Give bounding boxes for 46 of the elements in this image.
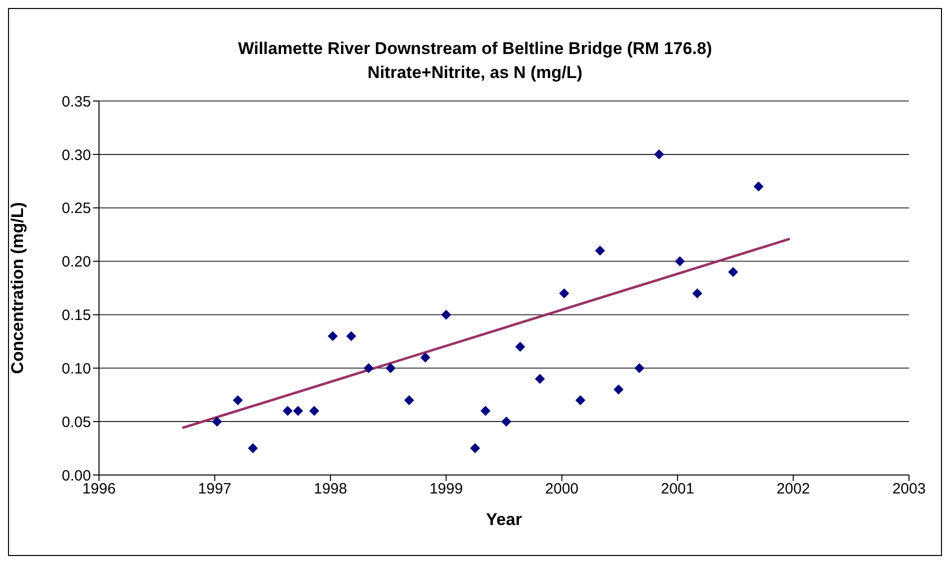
- y-tick-label: 0.10: [62, 360, 91, 378]
- y-tick-label: 0.25: [62, 200, 91, 218]
- point: [364, 363, 374, 374]
- point: [386, 363, 396, 374]
- y-tick-label: 0.05: [62, 414, 91, 431]
- x-tick-label: 1998: [314, 480, 348, 498]
- point: [441, 310, 452, 320]
- y-axis-title: Concentration (mg/L): [8, 202, 28, 374]
- x-tick-label: 2002: [776, 480, 810, 498]
- y-tick-label: 0.30: [62, 146, 91, 164]
- x-tick-label: 1997: [198, 480, 232, 498]
- point: [515, 342, 526, 352]
- point: [501, 416, 512, 427]
- chart-subtitle: Nitrate+Nitrite, as N (mg/L): [366, 62, 584, 84]
- point: [674, 256, 685, 266]
- point: [282, 406, 293, 416]
- x-tick-label: 2003: [892, 480, 926, 498]
- point: [328, 331, 338, 342]
- point: [212, 416, 222, 427]
- y-tick-label: 0.20: [62, 254, 91, 271]
- point: [575, 395, 586, 406]
- point: [293, 406, 304, 416]
- point: [728, 266, 738, 277]
- point: [309, 406, 320, 416]
- point: [559, 288, 570, 298]
- chart-title: Willamette River Downstream of Beltline Bridge (RM 176.8): [236, 38, 714, 60]
- point: [754, 181, 764, 192]
- point: [248, 443, 258, 454]
- point: [470, 443, 480, 454]
- point: [634, 363, 644, 374]
- point: [595, 246, 606, 256]
- point: [404, 395, 414, 406]
- x-tick-label: 2001: [660, 480, 694, 498]
- point: [346, 331, 356, 342]
- y-tick-label: 0.15: [62, 307, 91, 324]
- point: [654, 149, 664, 160]
- y-tick-label: 0.35: [62, 93, 91, 110]
- x-tick-label: 1999: [429, 480, 463, 498]
- x-tick-label: 2000: [545, 480, 579, 498]
- point: [614, 384, 624, 395]
- x-axis-title: Year: [486, 510, 522, 529]
- point: [534, 374, 545, 384]
- point: [232, 395, 243, 406]
- point: [420, 352, 430, 362]
- point: [692, 288, 702, 298]
- point: [480, 406, 490, 416]
